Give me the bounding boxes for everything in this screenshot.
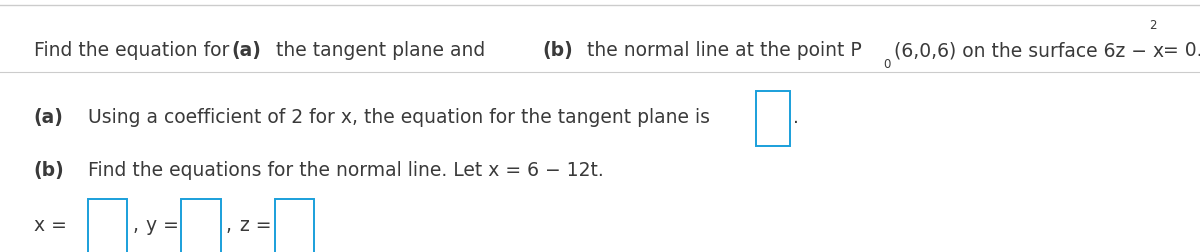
Text: Using a coefficient of 2 for x, the equation for the tangent plane is: Using a coefficient of 2 for x, the equa… — [82, 108, 715, 127]
Text: 2: 2 — [1150, 19, 1157, 32]
Text: (b): (b) — [34, 161, 65, 180]
Text: (6,0,6) on the surface 6z − x: (6,0,6) on the surface 6z − x — [894, 41, 1164, 60]
FancyBboxPatch shape — [275, 199, 314, 252]
Text: ,: , — [132, 215, 138, 234]
Text: y =: y = — [146, 215, 179, 234]
Text: ,: , — [226, 215, 232, 234]
Text: the tangent plane and: the tangent plane and — [270, 41, 491, 60]
Text: z =: z = — [240, 215, 271, 234]
Text: (a): (a) — [232, 41, 262, 60]
FancyBboxPatch shape — [181, 199, 221, 252]
Text: the normal line at the point P: the normal line at the point P — [581, 41, 862, 60]
Text: .: . — [793, 108, 799, 127]
Text: = 0.: = 0. — [1157, 41, 1200, 60]
Text: Find the equation for: Find the equation for — [34, 41, 235, 60]
FancyBboxPatch shape — [756, 92, 790, 146]
Text: 0: 0 — [883, 58, 890, 71]
Text: (a): (a) — [34, 108, 64, 127]
FancyBboxPatch shape — [88, 199, 127, 252]
Text: (b): (b) — [542, 41, 574, 60]
Text: Find the equations for the normal line. Let x = 6 − 12t.: Find the equations for the normal line. … — [82, 161, 604, 180]
Text: x =: x = — [34, 215, 66, 234]
